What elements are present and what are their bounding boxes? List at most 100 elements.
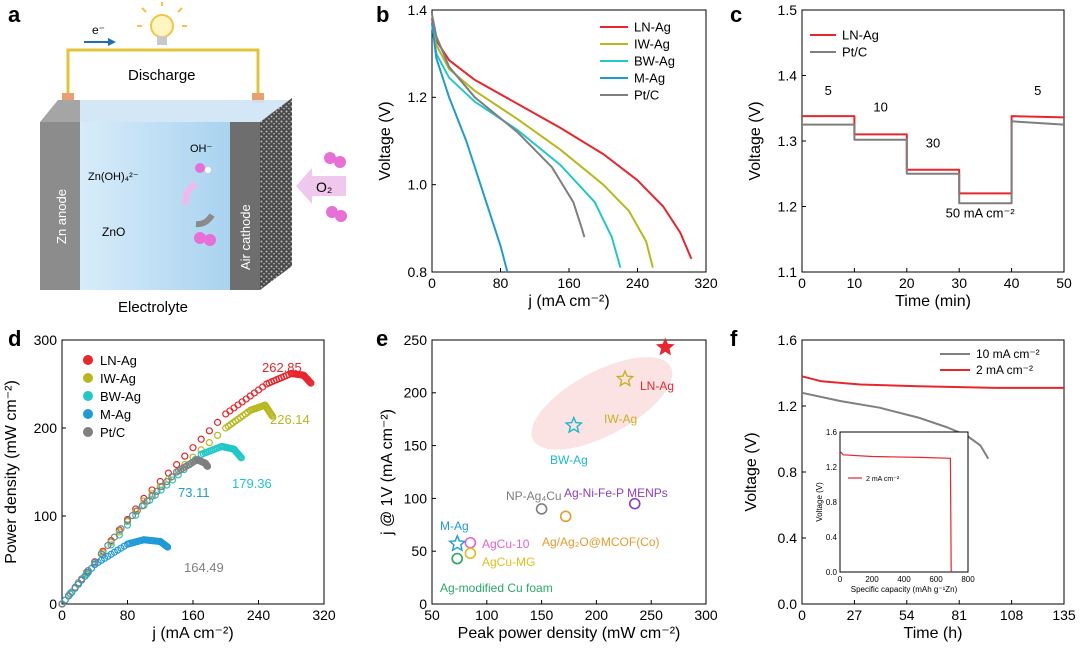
e-point-label: NP-Ag₄Cu — [506, 489, 562, 503]
c-current-annotation: 5 — [1034, 83, 1041, 98]
c-y-tick-label: 1.2 — [778, 198, 798, 214]
d-data-point — [123, 516, 132, 525]
d-data-point — [205, 427, 213, 435]
d-data-point — [157, 486, 165, 494]
d-data-point — [82, 570, 91, 579]
d-x-tick-label: 0 — [58, 607, 66, 623]
e-x-tick-label: 100 — [475, 607, 499, 623]
d-y-tick-label: 0 — [49, 596, 57, 612]
f-inset-series-line — [839, 450, 952, 573]
d-data-point — [203, 462, 212, 470]
e-y-axis-label: j @ 1V (mA cm⁻²) — [379, 409, 396, 536]
c-current-annotation: 10 — [873, 100, 887, 115]
d-data-point — [236, 453, 245, 461]
panel-letter-f: f — [730, 326, 738, 351]
f-inset-x-tick-label: 200 — [865, 575, 879, 584]
d-data-point — [138, 502, 146, 510]
cathode-porous-face — [260, 98, 292, 290]
panel-letter-d: d — [8, 326, 21, 351]
c-x-tick-label: 30 — [951, 275, 967, 291]
d-data-point — [163, 481, 171, 489]
panel-letter-a: a — [8, 2, 21, 27]
d-data-point — [213, 418, 222, 426]
e-point-label: LN-Ag — [640, 379, 674, 393]
zinc-anode-plate — [40, 122, 80, 290]
d-data-point — [236, 452, 244, 460]
d-legend-label: M-Ag — [100, 407, 131, 422]
zincate-label: Zn(OH)₄²⁻ — [88, 171, 139, 183]
f-inset-frame — [839, 431, 969, 573]
o2-molecule-icon — [324, 152, 347, 222]
e-y-tick-label: 0 — [419, 596, 427, 612]
c-current-annotation: 30 — [926, 136, 940, 151]
c-x-tick-label: 20 — [899, 275, 915, 291]
f-legend-label: 2 mA cm⁻² — [976, 363, 1033, 377]
e-y-tick-label: 150 — [404, 438, 428, 454]
f-inset-y-tick-label: 0.8 — [826, 498, 838, 507]
e-circle-marker — [451, 552, 464, 565]
f-inset-y-tick-label: 1.6 — [826, 428, 838, 437]
oxygen-label: O₂ — [316, 179, 332, 195]
b-x-axis-label: j (mA cm⁻²) — [527, 293, 609, 310]
f-y-tick-label: 0.4 — [778, 530, 798, 546]
f-inset-x-tick-label: 0 — [838, 575, 843, 584]
b-series-line — [431, 14, 586, 238]
d-data-point — [213, 431, 222, 439]
d-legend-marker — [83, 427, 93, 437]
b-x-tick-label: 80 — [493, 275, 509, 291]
f-legend-label: 10 mA cm⁻² — [976, 347, 1040, 361]
electrolyte-volume — [80, 122, 230, 290]
c-x-axis-label: Time (min) — [895, 293, 971, 310]
d-data-point — [91, 558, 99, 566]
e-x-axis-label: Peak power density (mW cm⁻²) — [458, 625, 681, 642]
b-series-line — [431, 22, 654, 268]
e-highlight-region — [531, 357, 673, 450]
discharge-label: Discharge — [128, 67, 196, 84]
oxygen-molecule-icon — [182, 163, 216, 246]
f-inset-legend-label: 2 mA cm⁻² — [866, 476, 900, 483]
e-x-tick-label: 200 — [585, 607, 609, 623]
d-data-point — [173, 461, 181, 469]
f-x-tick-label: 54 — [899, 607, 915, 623]
light-bulb-icon — [137, 2, 187, 45]
d-axes: 0 80 160 240 320 0 100 200 300 j (mA cm⁻²) Power d… — [3, 332, 336, 642]
f-inset-x-tick-label: 600 — [929, 575, 943, 584]
e-star-marker — [615, 369, 635, 387]
zno-label: ZnO — [102, 225, 125, 239]
c-legend-label: LN-Ag — [842, 28, 879, 43]
d-legend-label: IW-Ag — [100, 371, 136, 386]
e-point-label: IW-Ag — [604, 412, 637, 426]
c-series-line — [802, 120, 1065, 205]
b-legend-label: LN-Ag — [634, 20, 671, 35]
d-data-point — [189, 444, 197, 452]
f-y-tick-label: 0.8 — [778, 464, 798, 480]
d-data-point — [306, 378, 314, 386]
e-point-label: AgCu-MG — [482, 555, 535, 569]
c-x-tick-label: 40 — [1004, 275, 1020, 291]
panel-letter-e: e — [376, 326, 388, 351]
b-y-axis-label: Voltage (V) — [377, 101, 394, 180]
e-circle-marker — [464, 536, 477, 549]
f-y-tick-label: 1.2 — [778, 398, 798, 414]
c-y-tick-label: 1.4 — [778, 67, 798, 83]
c-legend-label: Pt/C — [842, 45, 867, 60]
e-y-tick-label: 200 — [404, 385, 428, 401]
hydroxide-label: OH⁻ — [190, 143, 213, 155]
d-data-point — [164, 469, 173, 477]
d-data-point — [117, 525, 125, 533]
oxygen-inflow-arrow — [296, 168, 346, 204]
f-x-axis-label: Time (h) — [904, 625, 963, 642]
d-y-tick-label: 200 — [34, 420, 58, 436]
e-x-tick-label: 50 — [424, 607, 440, 623]
charts-layer: 0 80 160 240 320 0.8 1.0 1.2 1.4 j (mA cm⁻²) Volta… — [3, 2, 1076, 642]
d-x-tick-label: 240 — [247, 607, 271, 623]
panel-letter-b: b — [376, 2, 389, 27]
panel-letter-c: c — [730, 2, 742, 27]
d-data-point — [71, 583, 79, 591]
c-axes: 0 10 20 30 40 50 1.1 1.2 1.3 1.4 1.5 Time (min) Volt… — [747, 2, 1072, 310]
e-star-marker — [564, 415, 584, 434]
d-peak-label: 73.11 — [178, 485, 210, 500]
f-x-tick-label: 27 — [847, 607, 863, 623]
c-current-annotation: 5 — [825, 83, 832, 98]
